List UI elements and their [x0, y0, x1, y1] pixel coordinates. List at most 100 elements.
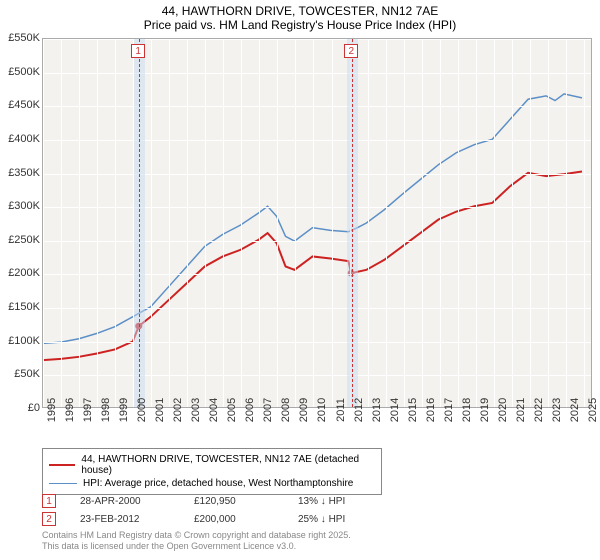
footer-line1: Contains HM Land Registry data © Crown c…	[42, 530, 351, 541]
y-tick-label: £400K	[8, 133, 40, 145]
grid-v	[313, 39, 314, 407]
x-tick-label: 2016	[425, 398, 437, 422]
x-tick-label: 2023	[551, 398, 563, 422]
y-tick-label: £300K	[8, 200, 40, 212]
x-tick-label: 2018	[461, 398, 473, 422]
grid-v	[115, 39, 116, 407]
chart-area	[42, 38, 592, 408]
x-tick-label: 1998	[100, 398, 112, 422]
marker-line	[139, 39, 140, 407]
grid-v	[368, 39, 369, 407]
y-tick-label: £150K	[8, 301, 40, 313]
grid-v	[151, 39, 152, 407]
x-tick-label: 2015	[407, 398, 419, 422]
sale-delta: 13% ↓ HPI	[298, 496, 345, 507]
y-tick-label: £50K	[14, 368, 40, 380]
grid-v	[566, 39, 567, 407]
x-tick-label: 2020	[497, 398, 509, 422]
y-tick-label: £0	[28, 402, 40, 414]
x-tick-label: 2022	[533, 398, 545, 422]
grid-v	[494, 39, 495, 407]
grid-h	[43, 207, 591, 208]
grid-v	[79, 39, 80, 407]
x-tick-label: 2011	[335, 398, 347, 422]
x-tick-label: 2000	[136, 398, 148, 422]
sales-flag: 1	[42, 494, 56, 508]
legend-row: HPI: Average price, detached house, West…	[49, 477, 375, 490]
x-tick-label: 2013	[371, 398, 383, 422]
y-tick-label: £450K	[8, 99, 40, 111]
grid-h	[43, 39, 591, 40]
sales-flag: 2	[42, 512, 56, 526]
x-tick-label: 1995	[46, 398, 58, 422]
grid-v	[584, 39, 585, 407]
grid-h	[43, 342, 591, 343]
grid-v	[458, 39, 459, 407]
grid-v	[259, 39, 260, 407]
x-tick-label: 2009	[298, 398, 310, 422]
x-tick-label: 2017	[443, 398, 455, 422]
grid-v	[61, 39, 62, 407]
x-tick-label: 1999	[118, 398, 130, 422]
grid-h	[43, 174, 591, 175]
x-tick-label: 2024	[569, 398, 581, 422]
footer-line2: This data is licensed under the Open Gov…	[42, 541, 351, 552]
x-tick-label: 2006	[244, 398, 256, 422]
sale-delta: 25% ↓ HPI	[298, 514, 345, 525]
x-tick-label: 2025	[587, 398, 599, 422]
grid-v	[386, 39, 387, 407]
x-tick-label: 2004	[208, 398, 220, 422]
x-tick-label: 2008	[280, 398, 292, 422]
grid-v	[512, 39, 513, 407]
sale-price: £120,950	[194, 496, 274, 507]
grid-v	[97, 39, 98, 407]
grid-v	[187, 39, 188, 407]
grid-v	[205, 39, 206, 407]
y-tick-label: £100K	[8, 335, 40, 347]
x-tick-label: 1997	[82, 398, 94, 422]
chart-subtitle: Price paid vs. HM Land Registry's House …	[0, 18, 600, 34]
grid-h	[43, 73, 591, 74]
marker-line	[352, 39, 353, 407]
x-tick-label: 2012	[353, 398, 365, 422]
x-tick-label: 2001	[154, 398, 166, 422]
grid-v	[295, 39, 296, 407]
x-tick-label: 2014	[389, 398, 401, 422]
grid-h	[43, 241, 591, 242]
marker-flag: 1	[131, 44, 145, 58]
sale-price: £200,000	[194, 514, 274, 525]
sales-row: 2 23-FEB-2012 £200,000 25% ↓ HPI	[42, 510, 345, 528]
legend-label: 44, HAWTHORN DRIVE, TOWCESTER, NN12 7AE …	[81, 454, 375, 476]
footer: Contains HM Land Registry data © Crown c…	[42, 530, 351, 552]
x-tick-label: 1996	[64, 398, 76, 422]
grid-h	[43, 308, 591, 309]
grid-v	[530, 39, 531, 407]
legend-swatch	[49, 464, 75, 466]
grid-v	[241, 39, 242, 407]
grid-v	[332, 39, 333, 407]
grid-v	[277, 39, 278, 407]
grid-v	[404, 39, 405, 407]
grid-h	[43, 140, 591, 141]
sale-date: 28-APR-2000	[80, 496, 170, 507]
y-tick-label: £200K	[8, 267, 40, 279]
chart-container: 44, HAWTHORN DRIVE, TOWCESTER, NN12 7AE …	[0, 0, 600, 560]
x-tick-label: 2010	[316, 398, 328, 422]
x-tick-label: 2003	[190, 398, 202, 422]
chart-title: 44, HAWTHORN DRIVE, TOWCESTER, NN12 7AE	[0, 0, 600, 18]
legend-swatch	[49, 483, 77, 484]
sales-row: 1 28-APR-2000 £120,950 13% ↓ HPI	[42, 492, 345, 510]
legend-label: HPI: Average price, detached house, West…	[83, 478, 353, 489]
grid-v	[440, 39, 441, 407]
grid-v	[169, 39, 170, 407]
sale-date: 23-FEB-2012	[80, 514, 170, 525]
x-tick-label: 2005	[226, 398, 238, 422]
grid-v	[43, 39, 44, 407]
y-tick-label: £350K	[8, 167, 40, 179]
x-tick-label: 2007	[262, 398, 274, 422]
grid-h	[43, 274, 591, 275]
legend-row: 44, HAWTHORN DRIVE, TOWCESTER, NN12 7AE …	[49, 453, 375, 477]
x-tick-label: 2021	[515, 398, 527, 422]
y-tick-label: £500K	[8, 66, 40, 78]
y-tick-label: £250K	[8, 234, 40, 246]
